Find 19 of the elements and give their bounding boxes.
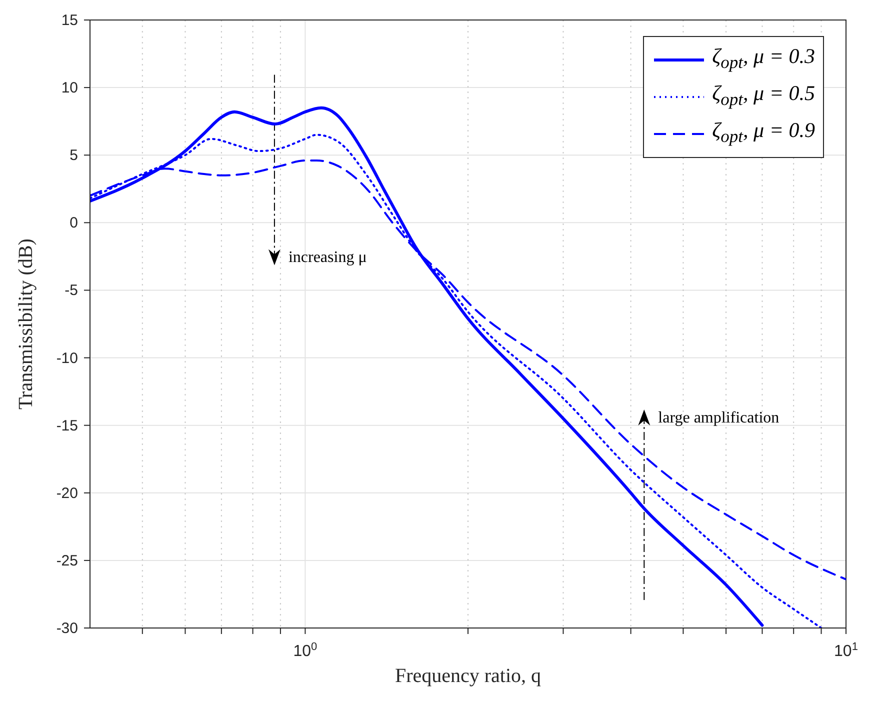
y-tick-label: 0 [70, 214, 78, 232]
x-tick-label: 10$^{1}$ [834, 641, 858, 660]
legend-label: ζ$_{opt}$, μ = 0.9 [712, 117, 815, 149]
annotation: increasing μ [288, 249, 367, 266]
y-tick-label: 15 [61, 12, 78, 29]
y-tick-label: -30 [56, 620, 78, 637]
annotation: large amplification [658, 410, 780, 427]
x-axis-title: Frequency ratio, q [394, 665, 542, 687]
legend-label: ζ$_{opt}$, μ = 0.3 [712, 43, 815, 74]
y-tick-label: 5 [70, 147, 78, 164]
y-tick-label: -15 [56, 417, 78, 434]
y-tick-label: 10 [61, 80, 78, 97]
legend-label: ζ$_{opt}$, μ = 0.5 [712, 80, 815, 112]
y-tick-label: -5 [64, 282, 78, 300]
x-tick-label: 10$^{0}$ [293, 641, 318, 660]
y-tick-label: -10 [56, 350, 78, 367]
y-tick-label: -20 [56, 484, 78, 502]
y-tick-label: -25 [56, 552, 78, 570]
y-axis-title: Transmissibility (dB) [15, 238, 37, 410]
